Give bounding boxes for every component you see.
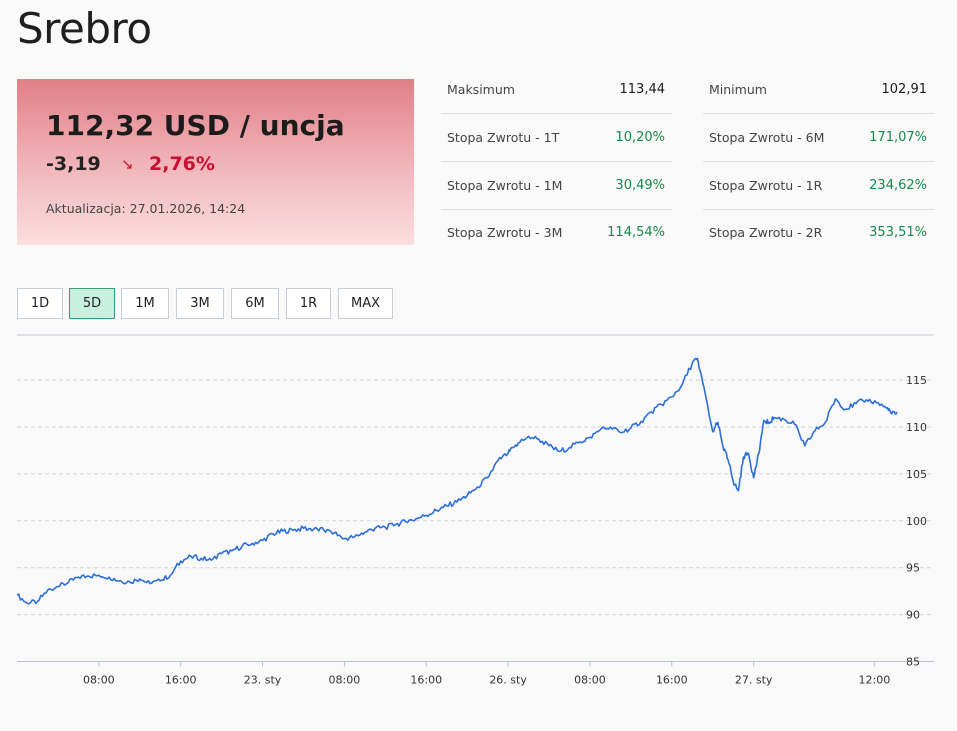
current-price: 112,32 USD / uncja <box>46 109 345 142</box>
stat-value: 234,62% <box>869 178 927 193</box>
range-button-6m[interactable]: 6M <box>231 288 279 319</box>
y-tick-label: 100 <box>906 515 927 528</box>
stat-value: 113,44 <box>619 82 666 97</box>
y-tick-label: 90 <box>906 609 920 622</box>
stat-return-6m: Stopa Zwrotu - 6M 171,07% <box>703 115 934 162</box>
x-tick-label: 08:00 <box>83 674 115 687</box>
stat-return-1r: Stopa Zwrotu - 1R 234,62% <box>703 163 934 210</box>
page-title: Srebro <box>17 4 152 53</box>
price-line <box>16 357 898 605</box>
x-tick-label: 27. sty <box>735 674 773 687</box>
y-tick-label: 95 <box>906 562 920 575</box>
x-tick-label: 12:00 <box>859 674 891 687</box>
x-tick-label: 16:00 <box>410 674 442 687</box>
stat-label: Stopa Zwrotu - 1R <box>709 178 823 193</box>
stat-return-3m: Stopa Zwrotu - 3M 114,54% <box>441 210 672 256</box>
y-tick-label: 105 <box>906 468 927 481</box>
stat-value: 102,91 <box>881 82 928 97</box>
x-tick-label: 16:00 <box>165 674 197 687</box>
stat-label: Stopa Zwrotu - 6M <box>709 130 825 145</box>
stat-label: Maksimum <box>447 82 515 97</box>
price-change: -3,19 <box>46 153 101 175</box>
stat-return-1t: Stopa Zwrotu - 1T 10,20% <box>441 115 672 162</box>
stat-label: Stopa Zwrotu - 2R <box>709 225 823 240</box>
price-panel: 112,32 USD / uncja -3,19 ↘ 2,76% Aktuali… <box>17 79 414 245</box>
stat-value: 10,20% <box>615 130 665 145</box>
stat-value: 114,54% <box>607 225 665 240</box>
range-button-1m[interactable]: 1M <box>121 288 169 319</box>
y-axis: 85 90 95 100 105 110 115 <box>906 374 927 668</box>
stat-label: Minimum <box>709 82 767 97</box>
x-tick-label: 26. sty <box>489 674 527 687</box>
range-button-5d[interactable]: 5D <box>69 288 115 319</box>
stat-value: 171,07% <box>869 130 927 145</box>
stat-value: 353,51% <box>869 225 927 240</box>
range-button-max[interactable]: MAX <box>338 288 393 319</box>
x-axis: 08:00 16:00 23. sty 08:00 16:00 26. sty 08:00 1… <box>83 661 891 687</box>
chart-series <box>16 357 898 605</box>
stat-value: 30,49% <box>615 178 665 193</box>
range-button-1r[interactable]: 1R <box>286 288 331 319</box>
stat-label: Stopa Zwrotu - 1T <box>447 130 560 145</box>
x-tick-label: 16:00 <box>656 674 688 687</box>
x-tick-label: 08:00 <box>574 674 606 687</box>
stat-minimum: Minimum 102,91 <box>703 67 934 114</box>
stat-return-2r: Stopa Zwrotu - 2R 353,51% <box>703 210 934 256</box>
down-right-arrow-icon: ↘ <box>121 156 134 173</box>
stat-label: Stopa Zwrotu - 1M <box>447 178 563 193</box>
stat-return-1m: Stopa Zwrotu - 1M 30,49% <box>441 163 672 210</box>
y-tick-label: 85 <box>906 656 920 669</box>
stat-maximum: Maksimum 113,44 <box>441 67 672 114</box>
range-button-1d[interactable]: 1D <box>17 288 63 319</box>
chart-grid <box>17 379 934 662</box>
x-tick-label: 08:00 <box>329 674 361 687</box>
price-change-percent: 2,76% <box>149 153 215 175</box>
stat-label: Stopa Zwrotu - 3M <box>447 225 563 240</box>
range-button-3m[interactable]: 3M <box>176 288 224 319</box>
y-tick-label: 110 <box>906 421 927 434</box>
y-tick-label: 115 <box>906 374 927 387</box>
x-tick-label: 23. sty <box>244 674 282 687</box>
update-timestamp: Aktualizacja: 27.01.2026, 14:24 <box>46 201 246 216</box>
